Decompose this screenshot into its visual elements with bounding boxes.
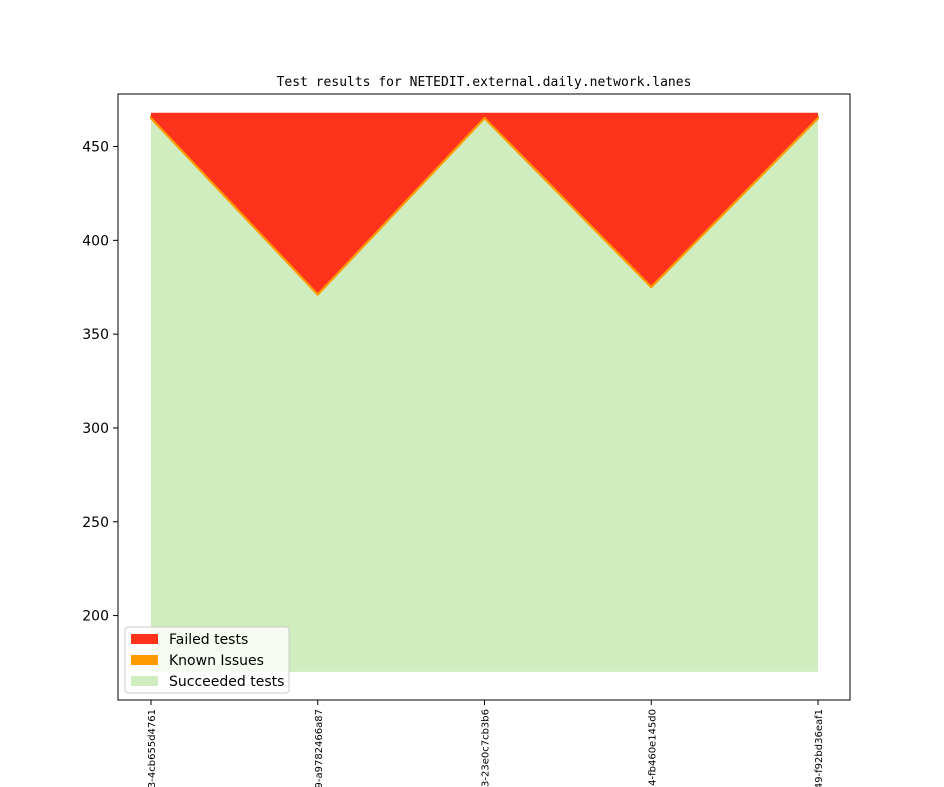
area-succeeded-tests xyxy=(151,118,818,672)
legend-label-succeeded-tests: Succeeded tests xyxy=(169,674,284,690)
x-tick-label: 49-f92bd36eaf1 xyxy=(814,709,825,787)
x-tick-label: 9-a9782466a87 xyxy=(314,709,325,787)
plot-area xyxy=(150,112,819,672)
legend-swatch-failed-tests xyxy=(131,634,158,644)
x-tick-label: 4-fb460e145d0 xyxy=(647,709,658,786)
y-tick-label: 350 xyxy=(82,327,109,343)
y-tick-label: 300 xyxy=(82,421,109,437)
area-known-issues xyxy=(150,115,819,296)
x-tick-label: 3-4cb655d4761 xyxy=(147,709,158,787)
x-axis: 3-4cb655d4761 9-a9782466a87 3-23e0c7cb3b6 4… xyxy=(147,700,825,787)
chart-title: Test results for NETEDIT.external.daily.… xyxy=(277,75,692,90)
y-tick-label: 200 xyxy=(82,609,109,625)
legend-box xyxy=(124,626,290,694)
legend: Failed tests Known Issues Succeeded tests xyxy=(124,626,290,694)
y-tick-label: 250 xyxy=(82,515,109,531)
area-failed-tests xyxy=(151,112,818,293)
y-tick-label: 450 xyxy=(82,140,109,156)
x-tick-label: 3-23e0c7cb3b6 xyxy=(481,709,492,787)
legend-swatch-succeeded-tests xyxy=(131,676,158,686)
y-axis: 200 250 300 350 400 450 xyxy=(82,140,118,625)
legend-label-known-issues: Known Issues xyxy=(169,653,264,669)
legend-swatch-known-issues xyxy=(131,655,158,665)
legend-label-failed-tests: Failed tests xyxy=(169,632,248,648)
y-tick-label: 400 xyxy=(82,233,109,249)
